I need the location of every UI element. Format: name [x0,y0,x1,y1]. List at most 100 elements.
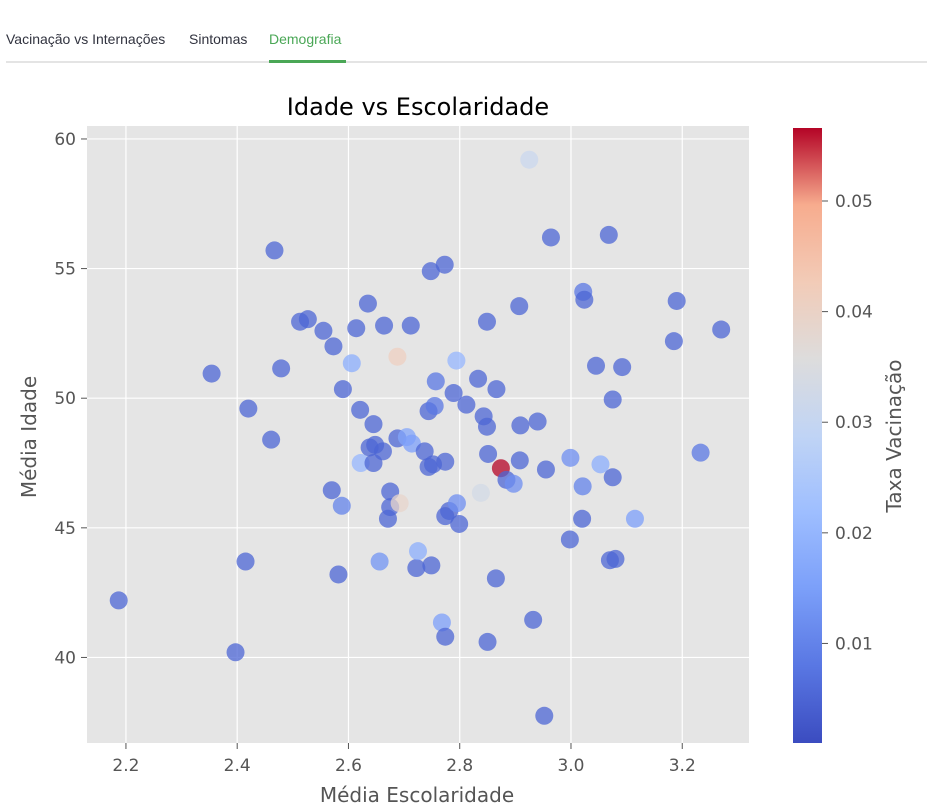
scatter-point [535,706,554,725]
scatter-point [425,396,444,415]
colorbar-tick-label: 0.04 [835,303,873,323]
scatter-point [262,430,281,449]
scatter-point [573,509,592,528]
colorbar-tick-label: 0.03 [835,413,873,433]
scatter-point [573,477,592,496]
scatter-point [298,310,317,329]
scatter-point [236,552,255,571]
scatter-point [447,494,466,513]
colorbar-tick-label: 0.02 [835,524,873,544]
x-tick-label: 2.8 [446,756,473,776]
x-tick-label: 3.2 [669,756,696,776]
x-tick-label: 2.2 [112,756,139,776]
scatter-point [667,291,686,310]
scatter-point [322,481,341,500]
y-axis: 40 45 50 55 60 [54,130,87,668]
scatter-point [324,337,343,356]
scatter-point [409,542,427,561]
scatter-point [457,395,476,414]
scatter-point [373,442,392,461]
scatter-point [504,474,523,493]
scatter-point [528,412,547,431]
scatter-point [487,380,506,399]
scatter-point [511,416,530,435]
scatter-point [587,356,606,375]
scatter-point [599,225,618,244]
x-axis-label: Média Escolaridade [320,783,514,806]
scatter-point [401,316,420,335]
scatter-point [444,384,463,403]
scatter-point [603,468,622,487]
colorbar-tick-label: 0.05 [835,192,873,212]
scatter-point [536,460,555,479]
scatter-point [450,514,469,533]
scatter-point [471,483,490,502]
x-axis: 2.2 2.4 2.6 2.8 3.0 3.2 [112,743,696,776]
scatter-point [664,332,683,351]
x-tick-label: 2.4 [224,756,251,776]
scatter-point [351,400,370,419]
scatter-point [375,316,394,335]
scatter-point [561,448,580,467]
scatter-point [606,549,625,568]
scatter-point [415,442,434,461]
scatter-point [109,591,128,610]
colorbar-ticks: 0.01 0.02 0.03 0.04 0.05 [822,192,873,654]
colorbar-label: Taxa Vacinação [882,360,906,514]
scatter-point [613,358,632,377]
scatter-point [422,556,441,575]
scatter-point [712,320,731,339]
scatter-point [477,417,496,436]
tab-bar-divider [6,61,927,63]
scatter-point [691,443,710,462]
scatter-point [591,455,610,474]
scatter-point [314,321,333,340]
gridlines [87,126,749,743]
scatter-point [351,454,370,473]
scatter-point [332,496,351,515]
scatter-point [520,150,539,169]
scatter-point [329,565,348,584]
scatter-point [575,290,594,309]
scatter-point [358,294,377,313]
colorbar-tick-label: 0.01 [835,634,873,654]
scatter-point [364,415,383,434]
y-axis-label: Média Idade [17,376,41,498]
scatter-point [524,610,543,629]
scatter-point [486,569,505,588]
scatter-point [272,359,291,378]
x-tick-label: 2.6 [335,756,362,776]
y-tick-label: 45 [54,519,76,539]
scatter-point [226,643,245,662]
scatter-point [333,380,352,399]
x-tick-label: 3.0 [557,756,584,776]
scatter-point [388,347,407,366]
active-tab-indicator [269,60,346,63]
scatter-point [541,228,560,247]
y-tick-label: 60 [54,130,76,150]
colorbar [793,128,822,743]
scatter-point [477,312,496,331]
scatter-point [560,530,579,549]
scatter-point [510,451,529,470]
scatter-point [407,559,426,578]
scatter-point [478,632,497,651]
y-tick-label: 50 [54,389,76,409]
y-tick-label: 40 [54,648,76,668]
tab-vacinacao-vs-internacoes[interactable]: Vacinação vs Internações [6,31,166,47]
data-points [109,150,731,725]
scatter-point [202,364,221,383]
scatter-point [342,354,361,373]
tab-demografia[interactable]: Demografia [269,31,342,47]
scatter-point [426,372,445,391]
chart-title: Idade vs Escolaridade [287,93,549,121]
scatter-point [435,255,454,274]
scatter-point [432,613,451,632]
scatter-point [510,297,529,316]
scatter-point [347,319,366,338]
scatter-point [390,494,409,513]
scatter-point [239,399,258,418]
tab-sintomas[interactable]: Sintomas [189,31,248,47]
tab-bar: Vacinação vs Internações Sintomas Demogr… [6,0,927,64]
